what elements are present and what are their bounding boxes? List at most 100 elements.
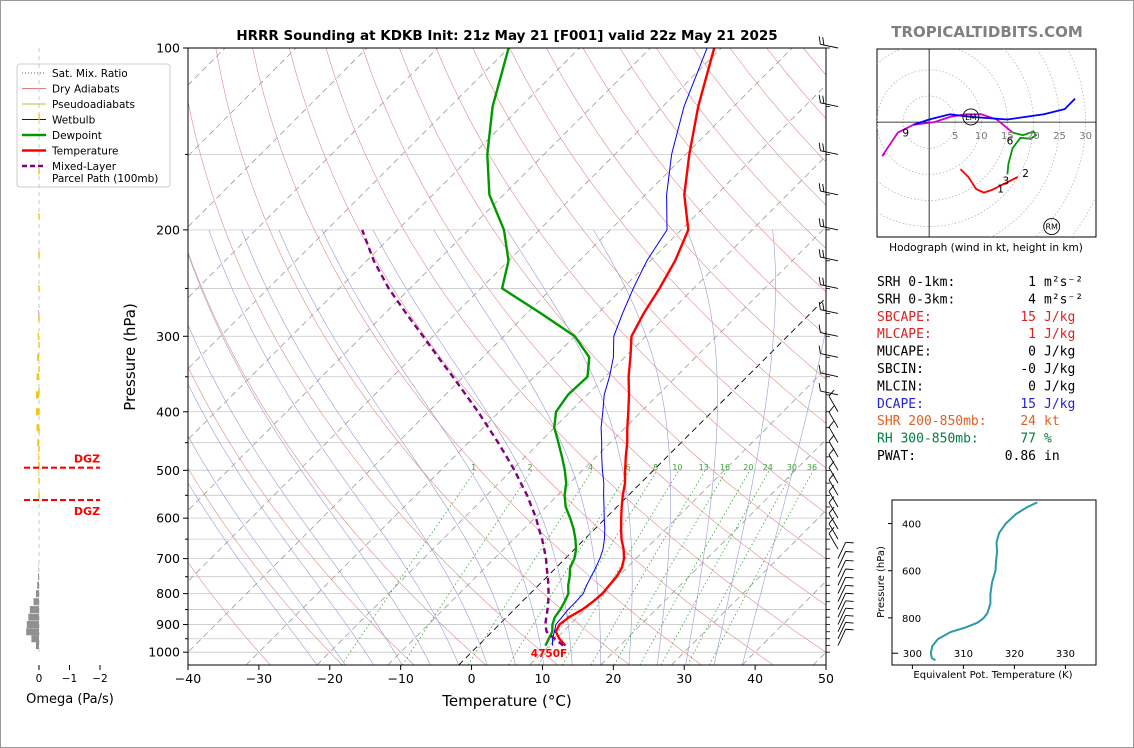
dry-adiabat	[399, 48, 826, 560]
mixing-ratio-line	[687, 470, 794, 665]
hodo-ring-label: 15	[1001, 131, 1014, 142]
omega-bar	[31, 635, 39, 643]
stat-unit: J/kg	[1044, 379, 1075, 394]
x-tick-label: 0	[468, 671, 476, 686]
stat-row: SRH 0-1km: 1 m²s⁻²	[877, 275, 1083, 290]
skewt-panel: 1 2 4 6 8 10 13 16 20 24 30 36 −40 −30 −20 −10 0 10 20 30 4…	[121, 36, 854, 710]
barb-flag	[822, 143, 825, 152]
legend-label-line: Sat. Mix. Ratio	[52, 68, 128, 80]
legend-item: Sat. Mix. Ratio	[22, 68, 128, 80]
barb-staff	[828, 523, 839, 540]
x-tick-label: −40	[175, 671, 201, 686]
stat-label: MUCAPE:	[877, 345, 932, 360]
x-tick-label: −30	[246, 671, 272, 686]
stat-value: 1	[1028, 275, 1036, 290]
omega-bar	[37, 439, 39, 447]
legend-label-line: Dry Adiabats	[52, 84, 120, 96]
legend-label-line: Mixed-Layer	[52, 161, 117, 173]
omega-panel: DGZ DGZ 0 −1 −2 Omega (Pa/s)	[24, 48, 114, 707]
moist-adiabat	[188, 435, 346, 665]
barb-flag	[822, 302, 825, 311]
mixing-ratio-label: 16	[720, 463, 730, 472]
barb-staff	[828, 426, 839, 443]
hodo-height-label: 6	[1007, 135, 1014, 147]
wind-barb	[837, 541, 854, 559]
wind-barb	[818, 365, 839, 378]
moist-adiabat	[188, 482, 318, 665]
mixing-ratio-label: 30	[787, 463, 797, 472]
mixing-ratio-line	[709, 470, 814, 665]
moist-adiabat	[188, 383, 374, 665]
wind-barb	[837, 592, 854, 610]
barb-flag	[822, 218, 825, 227]
barb-staff	[820, 150, 839, 155]
theta-y-tick-label: 600	[902, 567, 921, 578]
moist-adiabat	[278, 229, 516, 665]
dry-adiabat	[435, 48, 826, 514]
barb-staff	[837, 600, 847, 618]
y-tick-label: 700	[156, 551, 180, 566]
mixing-ratio-line	[639, 470, 751, 665]
mixing-ratio-label: 2	[528, 463, 533, 472]
theta-e-frame	[891, 499, 1097, 666]
barb-staff	[837, 608, 847, 625]
moist-adiabat	[433, 229, 601, 665]
omega-tick-label: 0	[36, 673, 43, 685]
dgz-label: DGZ	[74, 505, 100, 518]
legend-item: Mixed-Layer Parcel Path (100mb)	[22, 161, 158, 185]
barb-staff	[837, 560, 847, 577]
barb-staff	[837, 585, 847, 602]
mixing-ratio-line	[660, 470, 770, 665]
wind-barb	[818, 36, 839, 49]
isotherm-line	[671, 509, 826, 665]
legend-label-line: Dewpoint	[52, 130, 102, 142]
omega-bar	[38, 309, 39, 317]
barb-flag	[818, 276, 821, 285]
barb-flag	[822, 95, 825, 104]
barb-flag	[828, 484, 835, 492]
wind-barb	[828, 526, 839, 550]
omega-bar	[33, 598, 39, 606]
barb-staff	[837, 551, 847, 569]
wind-barb	[828, 420, 839, 443]
moist-adiabat	[372, 229, 573, 665]
theta-e-xlabel: Equivalent Pot. Temperature (K)	[913, 670, 1072, 681]
stat-label: SRH 0-1km:	[877, 275, 955, 290]
barb-staff	[837, 622, 847, 639]
omega-bar	[36, 373, 39, 381]
wind-barb	[828, 389, 839, 412]
barb-staff	[820, 353, 839, 358]
mixing-ratio-line	[613, 470, 727, 665]
hodo-lm-label: LM	[965, 113, 976, 122]
wind-barb	[828, 496, 839, 519]
wind-barb	[837, 621, 854, 639]
dry-adiabat	[188, 467, 343, 665]
barb-flag	[845, 559, 854, 562]
barb-flag	[828, 405, 835, 413]
omega-bar	[38, 573, 39, 581]
mixing-ratio-line	[467, 470, 593, 665]
isotherm-line	[458, 297, 826, 665]
theta-x-tick-label: 310	[954, 649, 973, 660]
hodo-height-label: 1	[997, 183, 1004, 195]
barb-staff	[828, 513, 839, 530]
x-tick-label: 20	[605, 671, 621, 686]
hodo-height-label: 3	[1002, 176, 1009, 188]
barb-flag	[845, 568, 854, 571]
legend-label-line: Pseudoadiabats	[52, 99, 135, 111]
wind-barb	[818, 183, 839, 196]
barb-staff	[837, 542, 847, 559]
moist-adiabat	[713, 229, 776, 665]
dry-adiabat	[288, 48, 774, 665]
stat-label: SHR 200-850mb:	[877, 414, 987, 429]
barb-flag	[845, 551, 854, 553]
skewt-grid	[188, 48, 826, 665]
barb-flag	[818, 345, 821, 354]
wind-barb	[837, 576, 854, 594]
barb-staff	[828, 467, 839, 484]
skewt-y-ticks: 100 200 300 400 500 600 700 800 900 1000	[148, 41, 830, 660]
wind-barb	[837, 614, 854, 632]
stats-table: SRH 0-1km: 1 m²s⁻² SRH 0-3km: 4 m²s⁻² SBCAPE: 1…	[877, 275, 1083, 464]
barb-flag	[828, 389, 835, 397]
theta-x-tick-label: 320	[1005, 649, 1024, 660]
